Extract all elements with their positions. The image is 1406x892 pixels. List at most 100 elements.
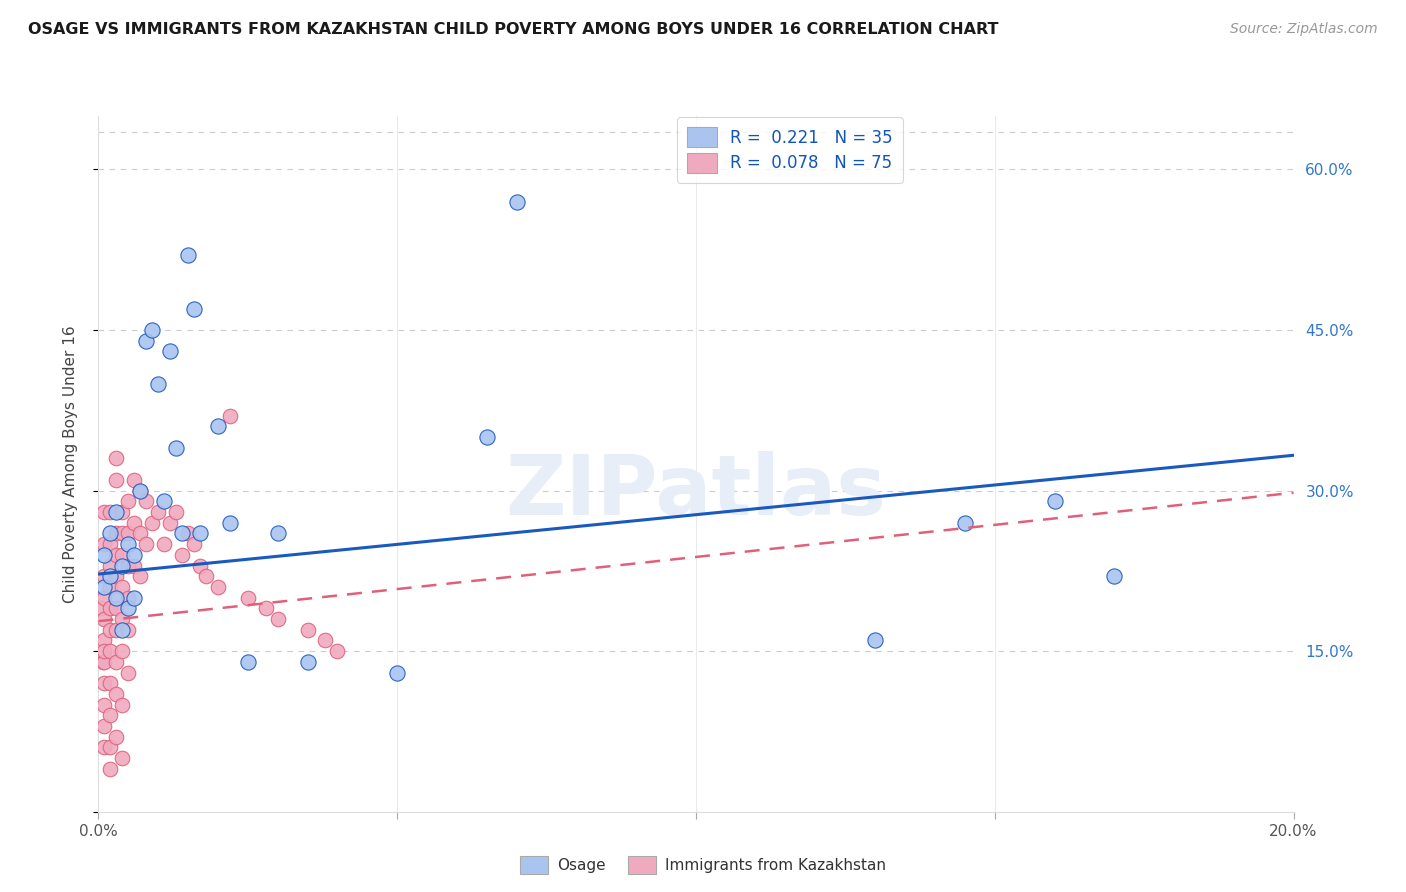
Point bbox=[124, 516, 146, 530]
Point bbox=[111, 612, 134, 626]
Point bbox=[105, 591, 128, 605]
Point bbox=[93, 580, 115, 594]
Point bbox=[98, 740, 122, 755]
Point bbox=[117, 665, 139, 680]
Point bbox=[129, 483, 152, 498]
Point bbox=[111, 751, 134, 765]
Text: ZIPatlas: ZIPatlas bbox=[506, 451, 886, 533]
Point bbox=[207, 580, 229, 594]
Point bbox=[236, 591, 259, 605]
Point bbox=[267, 526, 290, 541]
Point bbox=[93, 505, 115, 519]
Point bbox=[93, 591, 115, 605]
Point bbox=[93, 537, 115, 551]
Point bbox=[93, 740, 115, 755]
Point bbox=[98, 526, 122, 541]
Point bbox=[105, 655, 128, 669]
Point bbox=[475, 430, 498, 444]
Point bbox=[117, 558, 139, 573]
Point bbox=[129, 483, 152, 498]
Point bbox=[267, 612, 290, 626]
Point bbox=[111, 526, 134, 541]
Point bbox=[93, 633, 115, 648]
Point bbox=[297, 655, 319, 669]
Point bbox=[153, 494, 176, 508]
Point bbox=[135, 537, 157, 551]
Point bbox=[153, 537, 176, 551]
Point bbox=[105, 451, 128, 466]
Point bbox=[105, 569, 128, 583]
Point bbox=[172, 548, 194, 562]
Point bbox=[117, 601, 139, 615]
Point bbox=[165, 505, 187, 519]
Point bbox=[111, 580, 134, 594]
Point bbox=[117, 494, 139, 508]
Point bbox=[188, 526, 211, 541]
Point bbox=[1104, 569, 1126, 583]
Point bbox=[1043, 494, 1066, 508]
Point bbox=[124, 473, 146, 487]
Point bbox=[135, 494, 157, 508]
Point bbox=[105, 548, 128, 562]
Point bbox=[93, 676, 115, 690]
Point bbox=[326, 644, 349, 658]
Point bbox=[117, 526, 139, 541]
Point bbox=[953, 516, 976, 530]
Point bbox=[148, 376, 170, 391]
Point bbox=[91, 655, 114, 669]
Point bbox=[183, 537, 205, 551]
Point bbox=[98, 762, 122, 776]
Point bbox=[177, 248, 200, 262]
Point bbox=[111, 644, 134, 658]
Point bbox=[172, 526, 194, 541]
Point bbox=[98, 569, 122, 583]
Point bbox=[297, 623, 319, 637]
Point bbox=[93, 698, 115, 712]
Point bbox=[93, 719, 115, 733]
Point bbox=[236, 655, 259, 669]
Point bbox=[177, 526, 200, 541]
Point bbox=[93, 644, 115, 658]
Point bbox=[90, 601, 112, 615]
Point bbox=[117, 591, 139, 605]
Point bbox=[93, 569, 115, 583]
Point bbox=[105, 601, 128, 615]
Point bbox=[111, 548, 134, 562]
Point bbox=[98, 537, 122, 551]
Point bbox=[141, 516, 163, 530]
Point bbox=[117, 537, 139, 551]
Point bbox=[183, 301, 205, 316]
Point bbox=[219, 409, 242, 423]
Y-axis label: Child Poverty Among Boys Under 16: Child Poverty Among Boys Under 16 bbox=[63, 325, 77, 603]
Point bbox=[129, 526, 152, 541]
Point bbox=[124, 591, 146, 605]
Point bbox=[111, 558, 134, 573]
Point bbox=[159, 516, 181, 530]
Point bbox=[135, 334, 157, 348]
Point bbox=[385, 665, 409, 680]
Point bbox=[111, 505, 134, 519]
Point bbox=[159, 344, 181, 359]
Point bbox=[315, 633, 337, 648]
Point bbox=[98, 676, 122, 690]
Point bbox=[117, 623, 139, 637]
Point bbox=[194, 569, 218, 583]
Point bbox=[98, 505, 122, 519]
Point bbox=[98, 623, 122, 637]
Point bbox=[98, 558, 122, 573]
Point bbox=[105, 526, 128, 541]
Point bbox=[93, 612, 115, 626]
Point bbox=[93, 548, 115, 562]
Point bbox=[207, 419, 229, 434]
Point bbox=[254, 601, 277, 615]
Point bbox=[105, 623, 128, 637]
Text: Source: ZipAtlas.com: Source: ZipAtlas.com bbox=[1230, 22, 1378, 37]
Point bbox=[111, 698, 134, 712]
Legend: R =  0.221   N = 35, R =  0.078   N = 75: R = 0.221 N = 35, R = 0.078 N = 75 bbox=[676, 118, 903, 183]
Point bbox=[105, 687, 128, 701]
Legend: Osage, Immigrants from Kazakhstan: Osage, Immigrants from Kazakhstan bbox=[515, 850, 891, 880]
Point bbox=[865, 633, 887, 648]
Point bbox=[105, 505, 128, 519]
Point bbox=[98, 580, 122, 594]
Point bbox=[111, 623, 134, 637]
